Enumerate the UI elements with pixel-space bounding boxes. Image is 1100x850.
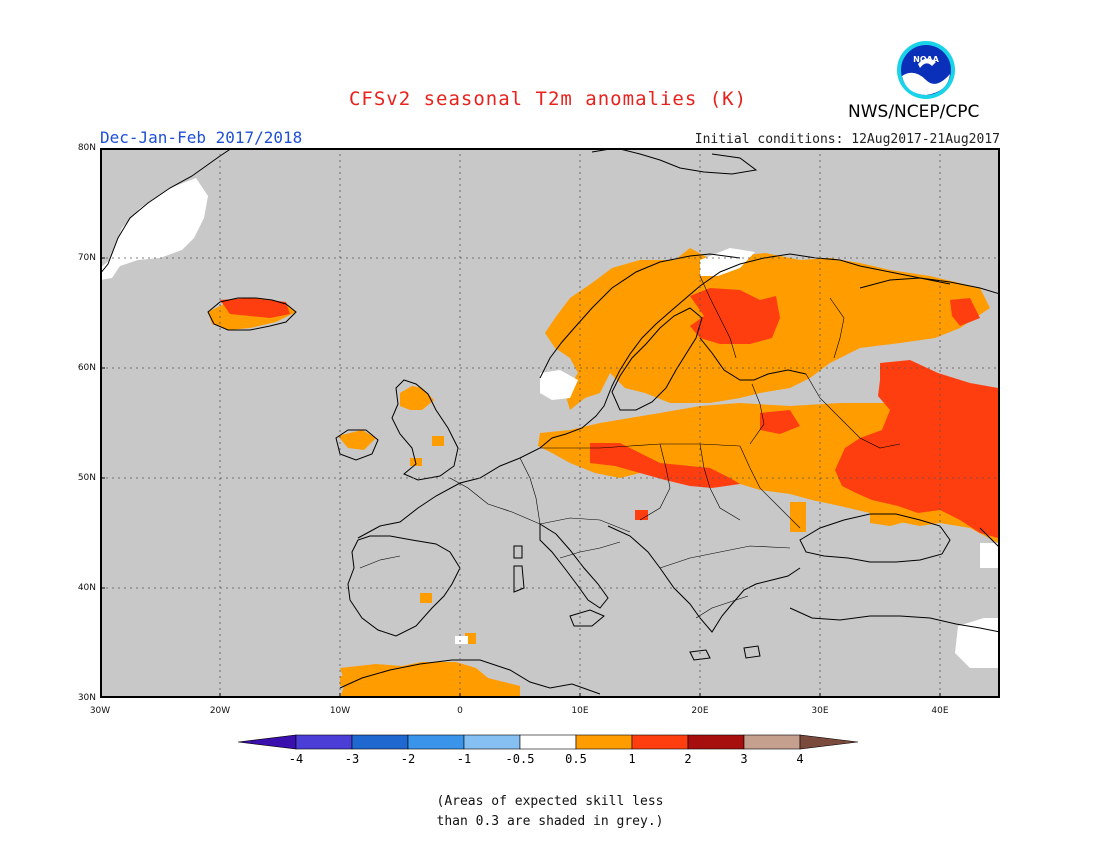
agency-label: NWS/NCEP/CPC [848, 102, 980, 122]
skill-note-line2: than 0.3 are shaded in grey.) [436, 814, 664, 829]
lon-tick-10w: 10W [329, 706, 351, 716]
colorbar-segment [631, 734, 689, 750]
colorbar-label: -2 [400, 752, 416, 766]
logo-text: NOAA [913, 55, 939, 64]
colorbar-arrow-right [799, 734, 859, 750]
lon-tick-30e: 30E [811, 706, 829, 716]
lon-tick-20w: 20W [209, 706, 231, 716]
colorbar-segment [743, 734, 801, 750]
colorbar [238, 734, 859, 750]
colorbar-segment [295, 734, 353, 750]
colorbar-label: -3 [344, 752, 360, 766]
anomaly-map [100, 148, 1000, 698]
lat-tick-60n: 60N [77, 363, 96, 373]
season-label: Dec-Jan-Feb 2017/2018 [100, 128, 303, 147]
colorbar-arrow-left [238, 734, 297, 750]
colorbar-label: 3 [740, 752, 748, 766]
skill-note-line1: (Areas of expected skill less [436, 794, 664, 809]
noaa-logo: NOAA [897, 41, 955, 99]
initial-conditions-label: Initial conditions: 12Aug2017-21Aug2017 [694, 132, 1000, 147]
colorbar-label: -4 [288, 752, 304, 766]
colorbar-label: -1 [456, 752, 472, 766]
colorbar-label: 0.5 [565, 752, 587, 766]
lon-tick-0: 0 [457, 706, 463, 716]
colorbar-segment [519, 734, 577, 750]
lon-tick-40e: 40E [931, 706, 949, 716]
lat-tick-40n: 40N [77, 583, 96, 593]
lat-tick-70n: 70N [77, 253, 96, 263]
graticule [100, 148, 1000, 698]
lat-tick-80n: 80N [77, 143, 96, 153]
lat-tick-30n: 30N [77, 693, 96, 703]
colorbar-label: -0.5 [505, 752, 535, 766]
colorbar-segment [351, 734, 409, 750]
coastlines [100, 148, 1000, 695]
colorbar-label: 4 [796, 752, 804, 766]
lon-tick-30w: 30W [89, 706, 111, 716]
colorbar-segment [463, 734, 521, 750]
anomaly-region-strong [220, 288, 998, 538]
lon-tick-10e: 10E [571, 706, 589, 716]
skill-note: (Areas of expected skill less than 0.3 a… [0, 792, 1100, 832]
colorbar-label: 1 [628, 752, 636, 766]
colorbar-segment [575, 734, 633, 750]
colorbar-label: 2 [684, 752, 692, 766]
lon-tick-20e: 20E [691, 706, 709, 716]
map-title: CFSv2 seasonal T2m anomalies (K) [348, 88, 748, 110]
colorbar-segment [687, 734, 745, 750]
map-frame [100, 148, 1000, 698]
lat-tick-50n: 50N [77, 473, 96, 483]
colorbar-segment [407, 734, 465, 750]
country-borders [359, 275, 901, 619]
